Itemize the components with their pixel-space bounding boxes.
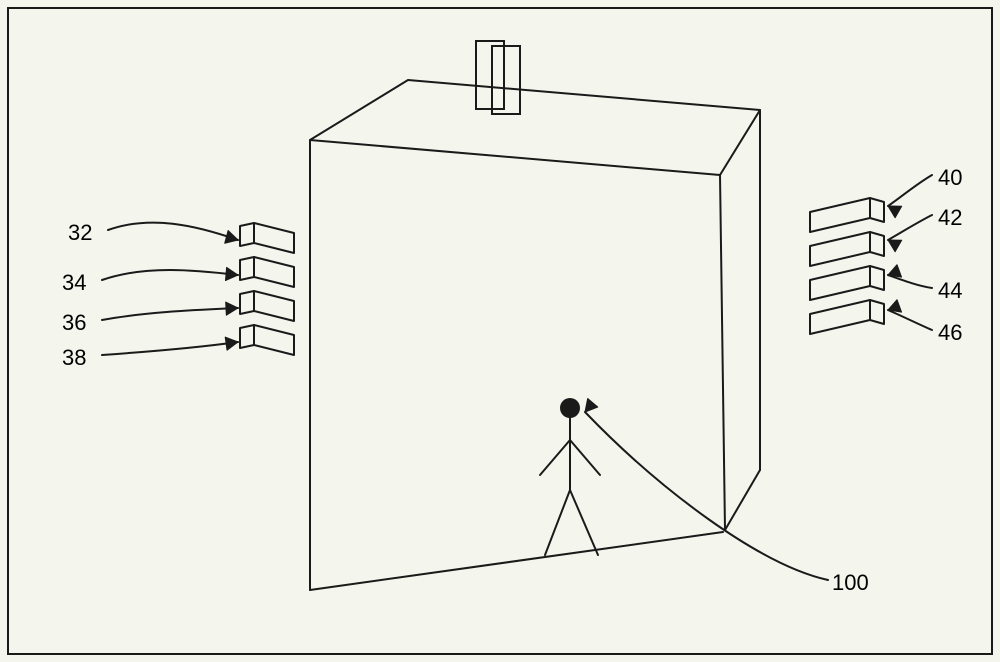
callout-label: 32 [68,220,92,246]
callout-label: 34 [62,270,86,296]
diagram-svg [0,0,1000,662]
callout-label: 100 [832,570,869,596]
callout-label: 36 [62,310,86,336]
callout-label: 46 [938,320,962,346]
callout-label: 38 [62,345,86,371]
diagram-canvas: 32 34 36 38 40 42 44 46 100 [0,0,1000,662]
callout-label: 44 [938,278,962,304]
callout-label: 42 [938,205,962,231]
callout-label: 40 [938,165,962,191]
